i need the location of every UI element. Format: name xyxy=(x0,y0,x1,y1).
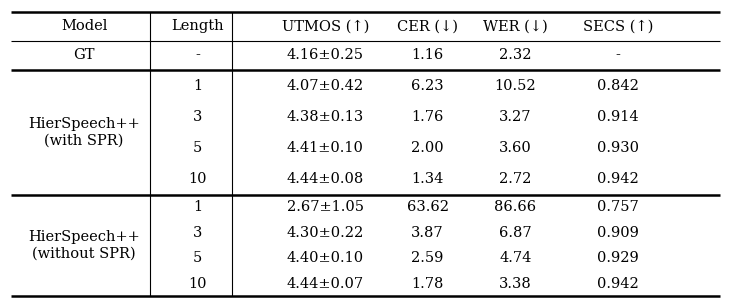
Text: 1.78: 1.78 xyxy=(412,277,444,290)
Text: WER (↓): WER (↓) xyxy=(483,19,548,33)
Text: 10: 10 xyxy=(188,172,207,186)
Text: 63.62: 63.62 xyxy=(406,201,449,214)
Text: 2.67±1.05: 2.67±1.05 xyxy=(287,201,364,214)
Text: 2.72: 2.72 xyxy=(499,172,531,186)
Text: 4.74: 4.74 xyxy=(499,251,531,265)
Text: 6.87: 6.87 xyxy=(499,226,531,240)
Text: -: - xyxy=(616,48,620,63)
Text: 3.60: 3.60 xyxy=(499,141,531,155)
Text: 4.41±0.10: 4.41±0.10 xyxy=(287,141,364,155)
Text: 5: 5 xyxy=(193,251,202,265)
Text: 0.942: 0.942 xyxy=(596,172,639,186)
Text: 1: 1 xyxy=(193,79,202,93)
Text: 2.59: 2.59 xyxy=(412,251,444,265)
Text: 3: 3 xyxy=(193,110,202,124)
Text: 10: 10 xyxy=(188,277,207,290)
Text: 3.38: 3.38 xyxy=(499,277,531,290)
Text: 1.34: 1.34 xyxy=(412,172,444,186)
Text: 0.942: 0.942 xyxy=(596,277,639,290)
Text: Length: Length xyxy=(171,19,224,33)
Text: 0.757: 0.757 xyxy=(596,201,639,214)
Text: -: - xyxy=(195,48,200,63)
Text: 1: 1 xyxy=(193,201,202,214)
Text: 4.44±0.07: 4.44±0.07 xyxy=(287,277,364,290)
Text: 10.52: 10.52 xyxy=(495,79,536,93)
Text: 1.16: 1.16 xyxy=(412,48,444,63)
Text: 86.66: 86.66 xyxy=(494,201,537,214)
Text: 0.929: 0.929 xyxy=(596,251,639,265)
Text: SECS (↑): SECS (↑) xyxy=(583,19,653,33)
Text: 0.842: 0.842 xyxy=(596,79,639,93)
Text: HierSpeech++
(without SPR): HierSpeech++ (without SPR) xyxy=(29,230,140,261)
Text: 4.40±0.10: 4.40±0.10 xyxy=(287,251,364,265)
Text: 2.32: 2.32 xyxy=(499,48,531,63)
Text: CER (↓): CER (↓) xyxy=(397,19,458,33)
Text: 3.87: 3.87 xyxy=(412,226,444,240)
Text: 3.27: 3.27 xyxy=(499,110,531,124)
Text: 0.914: 0.914 xyxy=(597,110,638,124)
Text: 4.44±0.08: 4.44±0.08 xyxy=(287,172,364,186)
Text: 5: 5 xyxy=(193,141,202,155)
Text: 3: 3 xyxy=(193,226,202,240)
Text: 4.30±0.22: 4.30±0.22 xyxy=(287,226,364,240)
Text: 4.16±0.25: 4.16±0.25 xyxy=(287,48,364,63)
Text: 4.38±0.13: 4.38±0.13 xyxy=(287,110,364,124)
Text: HierSpeech++
(with SPR): HierSpeech++ (with SPR) xyxy=(29,117,140,148)
Text: 1.76: 1.76 xyxy=(412,110,444,124)
Text: 2.00: 2.00 xyxy=(412,141,444,155)
Text: 4.07±0.42: 4.07±0.42 xyxy=(287,79,364,93)
Text: 6.23: 6.23 xyxy=(412,79,444,93)
Text: GT: GT xyxy=(73,48,95,63)
Text: 0.930: 0.930 xyxy=(596,141,639,155)
Text: UTMOS (↑): UTMOS (↑) xyxy=(281,19,369,33)
Text: Model: Model xyxy=(61,19,107,33)
Text: 0.909: 0.909 xyxy=(596,226,639,240)
